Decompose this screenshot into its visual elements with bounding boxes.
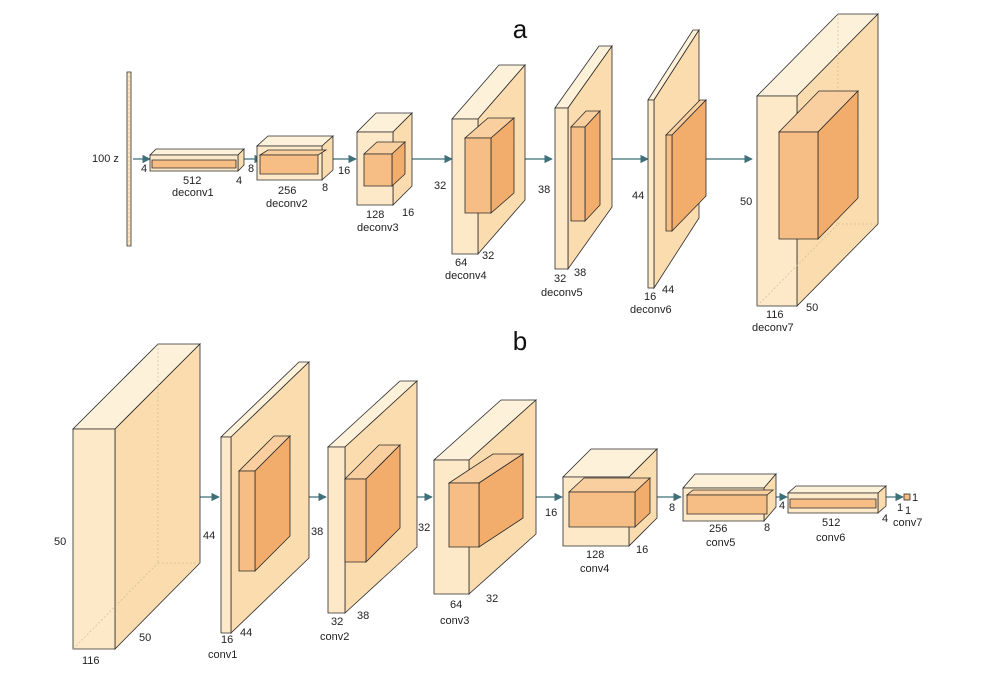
deconv2-channels: 256 [278, 185, 296, 197]
conv6-name: conv6 [816, 532, 845, 544]
deconv7-size-b: 50 [806, 302, 818, 314]
deconv1-size-a: 4 [141, 163, 147, 175]
deconv3-name: deconv3 [357, 222, 399, 234]
conv6-size-b: 4 [882, 513, 888, 525]
conv1-block [220, 361, 310, 634]
conv3-block [432, 399, 538, 595]
conv4-block [562, 448, 658, 547]
conv2-size-b: 38 [357, 610, 369, 622]
deconv7-channels: 116 [766, 309, 784, 321]
deconv2-name: deconv2 [266, 198, 308, 210]
deconv1-channels: 512 [183, 175, 201, 187]
deconv2-size-a: 8 [248, 163, 254, 175]
deconv7-block [756, 13, 879, 307]
deconv6-name: deconv6 [630, 304, 672, 316]
conv7-name: conv7 [893, 517, 922, 529]
conv3-size-a: 32 [418, 522, 430, 534]
input-z-vector [126, 71, 132, 247]
input-channels: 116 [82, 655, 100, 667]
input-size-b: 50 [139, 632, 151, 644]
conv1-size-a: 44 [203, 530, 215, 542]
deconv5-channels: 32 [554, 273, 566, 285]
conv7-channels: 1 [897, 502, 903, 514]
conv4-name: conv4 [580, 563, 609, 575]
deconv6-channels: 16 [644, 291, 656, 303]
conv7-size-b: 1 [905, 505, 911, 517]
conv5-channels: 256 [709, 523, 727, 535]
deconv4-channels: 64 [455, 257, 467, 269]
conv2-block [326, 380, 419, 614]
deconv1-block [149, 148, 245, 172]
deconv4-size-b: 32 [482, 250, 494, 262]
deconv6-size-a: 44 [632, 190, 644, 202]
deconv5-block [554, 44, 613, 271]
deconv3-channels: 128 [366, 209, 384, 221]
conv2-size-a: 38 [311, 526, 323, 538]
conv2-channels: 32 [331, 616, 343, 628]
conv5-name: conv5 [706, 537, 735, 549]
deconv1-name: deconv1 [172, 187, 214, 199]
deconv1-size-b: 4 [236, 175, 242, 187]
deconv4-block [451, 63, 526, 256]
deconv5-size-a: 38 [538, 184, 550, 196]
conv7-size-a: 1 [912, 492, 918, 504]
conv1-name: conv1 [208, 649, 237, 661]
panel-a: 100 z 4 512 4 deconv1 [92, 13, 879, 334]
conv4-channels: 128 [586, 549, 604, 561]
deconv7-name: deconv7 [752, 322, 794, 334]
deconv7-size-a: 50 [740, 196, 752, 208]
panel-b-title: b [513, 326, 527, 356]
conv6-block [786, 485, 888, 514]
conv3-channels: 64 [450, 599, 462, 611]
deconv6-block [647, 28, 707, 290]
conv5-size-a: 8 [669, 502, 675, 514]
conv2-name: conv2 [320, 631, 349, 643]
conv3-name: conv3 [440, 615, 469, 627]
conv3-size-b: 32 [486, 593, 498, 605]
deconv2-size-b: 8 [322, 182, 328, 194]
deconv3-size-b: 16 [402, 207, 414, 219]
input-block [72, 343, 201, 650]
deconv4-name: deconv4 [445, 270, 487, 282]
conv1-channels: 16 [221, 634, 233, 646]
deconv2-block [255, 135, 335, 181]
deconv5-name: deconv5 [541, 287, 583, 299]
conv6-channels: 512 [822, 517, 840, 529]
deconv6-size-b: 44 [662, 284, 674, 296]
conv5-size-b: 8 [764, 522, 770, 534]
conv5-block [682, 472, 777, 523]
conv4-size-a: 16 [545, 507, 557, 519]
conv6-size-a: 4 [779, 500, 785, 512]
panel-a-title: a [513, 14, 528, 44]
deconv4-size-a: 32 [434, 180, 446, 192]
input-size-a: 50 [54, 536, 66, 548]
deconv3-size-a: 16 [338, 165, 350, 177]
conv7-block [903, 493, 911, 501]
conv1-size-b: 44 [240, 627, 252, 639]
deconv3-block [356, 112, 413, 206]
deconv5-size-b: 38 [574, 267, 586, 279]
input-z-label: 100 z [92, 153, 119, 165]
panel-b: 50 50 116 44 16 44 conv1 [54, 343, 922, 667]
conv4-size-b: 16 [636, 544, 648, 556]
